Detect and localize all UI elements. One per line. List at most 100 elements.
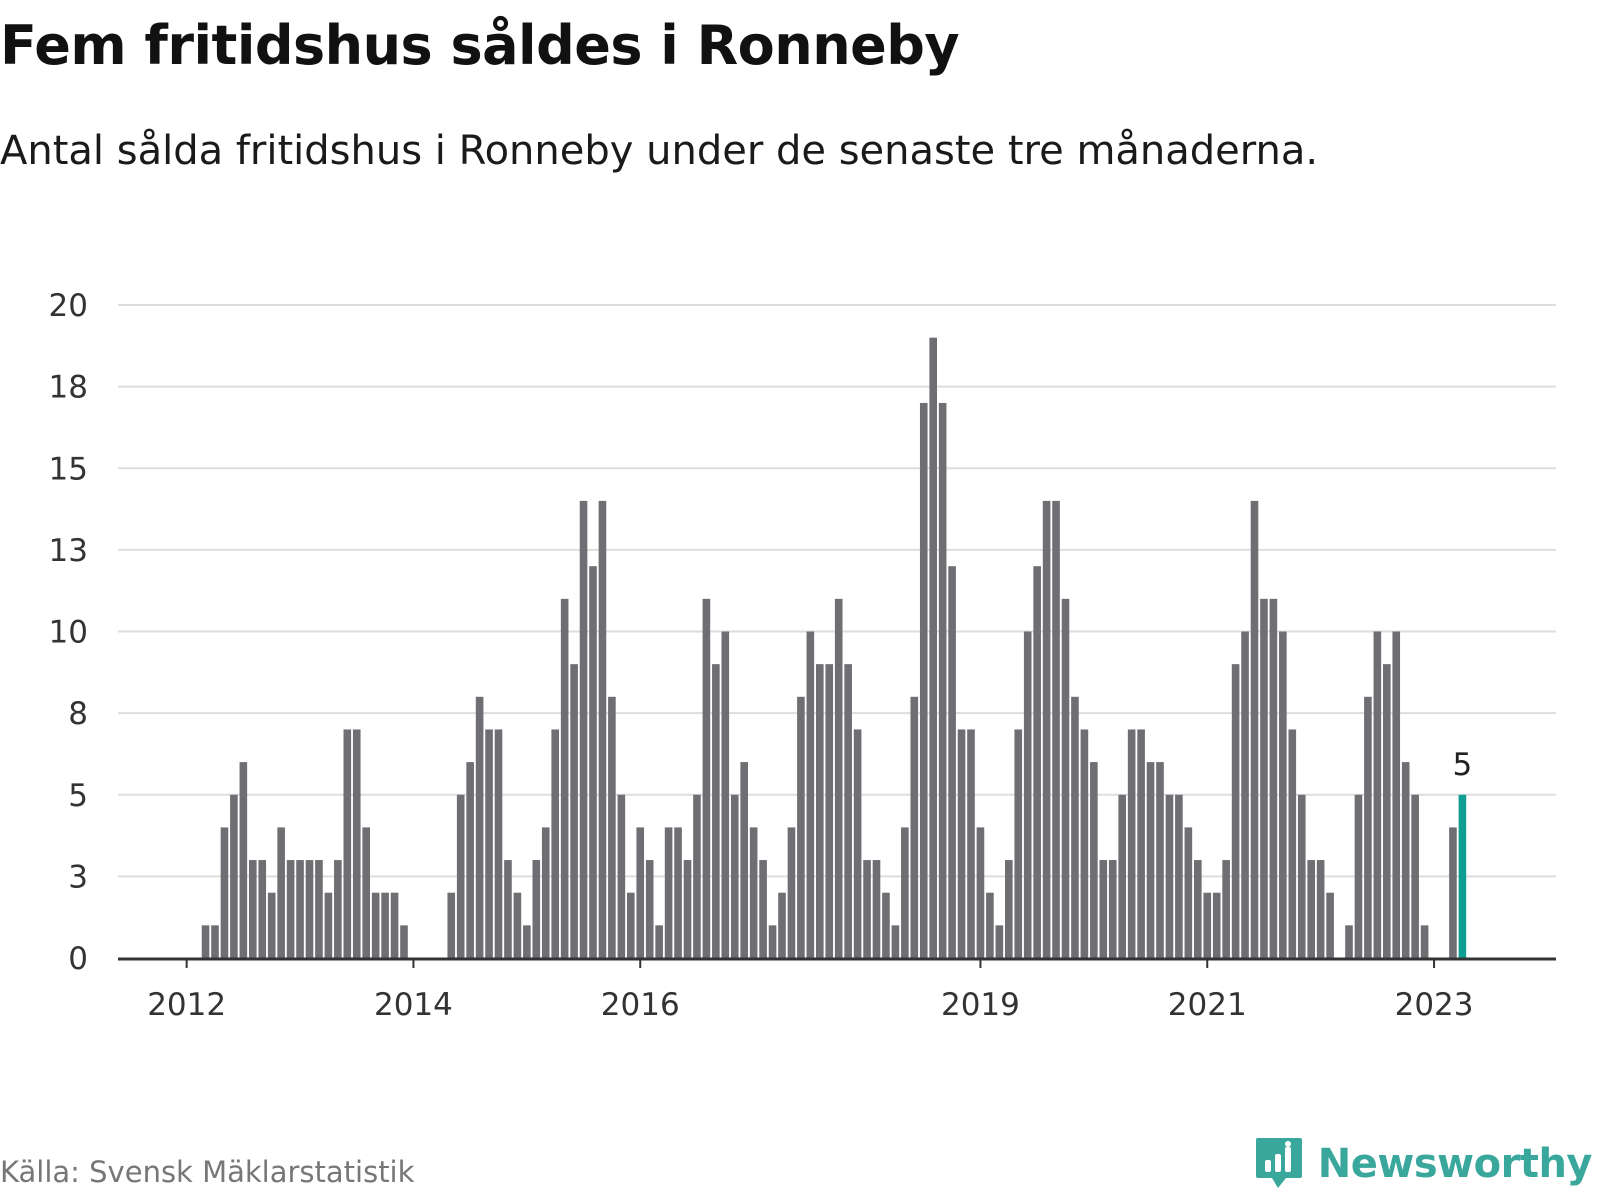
x-tick-label: 2016 bbox=[601, 987, 680, 1023]
bar bbox=[513, 892, 522, 958]
bar bbox=[1345, 925, 1353, 958]
bar bbox=[1146, 762, 1155, 958]
data-labels: 5 bbox=[1453, 747, 1473, 783]
bar bbox=[456, 794, 465, 958]
bar bbox=[712, 664, 720, 958]
bar bbox=[1392, 631, 1401, 958]
bar bbox=[636, 827, 645, 958]
bar bbox=[1184, 827, 1193, 958]
chart-title: Fem fritidshus såldes i Ronneby bbox=[0, 14, 960, 77]
bar bbox=[1326, 892, 1334, 958]
bar bbox=[645, 860, 654, 958]
bar bbox=[1297, 794, 1306, 958]
bar bbox=[693, 794, 701, 958]
bar bbox=[1014, 729, 1023, 958]
bar bbox=[1420, 925, 1429, 958]
bar bbox=[834, 598, 843, 958]
bar bbox=[1005, 860, 1013, 958]
bar bbox=[1354, 794, 1363, 958]
bar bbox=[1033, 566, 1041, 958]
bar bbox=[390, 892, 399, 958]
bar bbox=[967, 729, 975, 958]
x-tick-label: 2014 bbox=[374, 987, 453, 1023]
bar bbox=[211, 925, 219, 958]
bar bbox=[324, 892, 333, 958]
bar bbox=[1250, 500, 1259, 958]
bar bbox=[277, 827, 285, 958]
y-tick-label: 0 bbox=[68, 941, 88, 977]
highlight-bar bbox=[1458, 794, 1467, 958]
bar bbox=[948, 566, 956, 958]
bar bbox=[627, 892, 635, 958]
bar bbox=[872, 860, 881, 958]
bar bbox=[494, 729, 503, 958]
bar bbox=[598, 500, 607, 958]
bar bbox=[523, 925, 531, 958]
bar bbox=[853, 729, 862, 958]
y-tick-label: 13 bbox=[49, 533, 88, 569]
source-note: Källa: Svensk Mäklarstatistik bbox=[0, 1155, 415, 1189]
bar bbox=[1269, 598, 1278, 958]
bar bbox=[296, 860, 304, 958]
bar bbox=[1080, 729, 1089, 958]
y-tick-label: 8 bbox=[68, 696, 88, 732]
bar bbox=[371, 892, 380, 958]
x-tick-label: 2021 bbox=[1168, 987, 1247, 1023]
bar bbox=[957, 729, 966, 958]
bar bbox=[702, 598, 711, 958]
bar bbox=[1127, 729, 1136, 958]
newsworthy-logo[interactable]: Newsworthy bbox=[1254, 1136, 1593, 1192]
bar bbox=[249, 860, 257, 958]
bar bbox=[1241, 631, 1249, 958]
bar bbox=[532, 860, 541, 958]
bar bbox=[674, 827, 682, 958]
bar bbox=[891, 925, 900, 958]
bar bbox=[485, 729, 493, 958]
bar bbox=[1108, 860, 1117, 958]
bar bbox=[1316, 860, 1325, 958]
bar bbox=[882, 892, 890, 958]
bar bbox=[504, 860, 512, 958]
bar bbox=[683, 860, 692, 958]
newsworthy-wordmark: Newsworthy bbox=[1317, 1141, 1593, 1187]
bar bbox=[1175, 794, 1183, 958]
bar bbox=[315, 860, 323, 958]
bar bbox=[362, 827, 370, 958]
bar bbox=[579, 500, 588, 958]
y-tick-label: 5 bbox=[68, 778, 88, 814]
bar bbox=[1222, 860, 1230, 958]
bar bbox=[749, 827, 758, 958]
bar bbox=[258, 860, 267, 958]
bar bbox=[551, 729, 559, 958]
bar bbox=[910, 696, 919, 958]
bar bbox=[740, 762, 748, 958]
bar bbox=[1279, 631, 1287, 958]
bar bbox=[541, 827, 550, 958]
bar bbox=[1288, 729, 1297, 958]
bar bbox=[1071, 696, 1079, 958]
bar bbox=[901, 827, 909, 958]
bar bbox=[664, 827, 673, 958]
bar bbox=[721, 631, 730, 958]
bar bbox=[466, 762, 474, 958]
y-axis-ticks: 0 3 5 8 10 13 15 18 20 bbox=[49, 288, 88, 977]
x-axis: 2012 2014 2016 2019 2021 2023 bbox=[118, 957, 1556, 1023]
y-tick-label: 15 bbox=[49, 451, 88, 487]
bar bbox=[343, 729, 352, 958]
y-tick-label: 20 bbox=[49, 288, 88, 324]
bar bbox=[1042, 500, 1051, 958]
bar bbox=[352, 729, 361, 958]
bar bbox=[608, 696, 616, 958]
bar bbox=[1449, 827, 1457, 958]
bar bbox=[334, 860, 342, 958]
bar bbox=[986, 892, 994, 958]
bar bbox=[220, 827, 229, 958]
bar bbox=[1052, 500, 1060, 958]
bar bbox=[1364, 696, 1372, 958]
bar bbox=[759, 860, 767, 958]
bar bbox=[1118, 794, 1126, 958]
highlight-data-label: 5 bbox=[1453, 747, 1473, 783]
bar bbox=[305, 860, 314, 958]
bar bbox=[929, 337, 937, 958]
